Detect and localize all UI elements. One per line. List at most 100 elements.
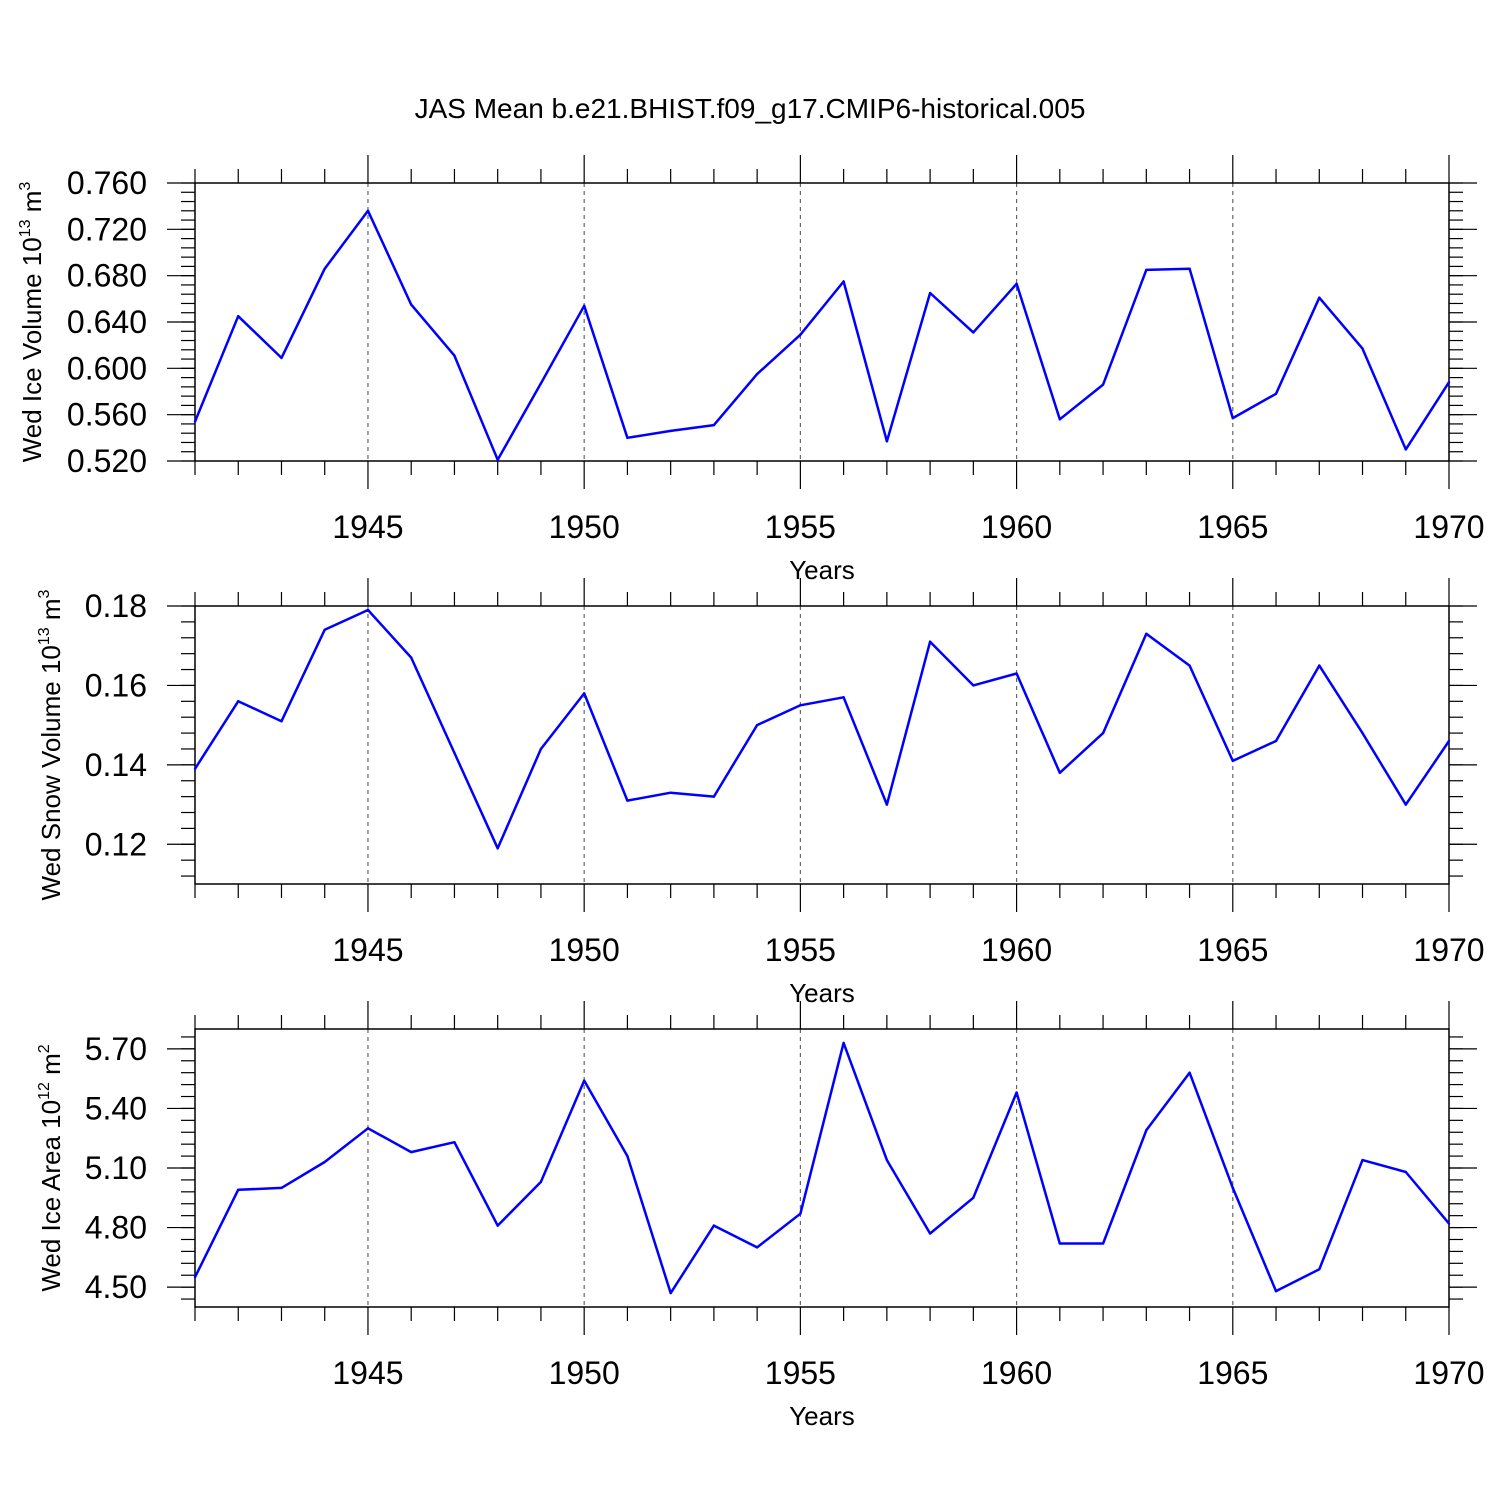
y-axis-title: Wed Ice Volume 1013 m3 (17, 182, 47, 463)
data-point (193, 767, 197, 771)
series-line (193, 209, 1451, 462)
data-point (496, 847, 499, 850)
data-point (237, 1188, 240, 1192)
data-point (1101, 731, 1105, 735)
data-point (842, 696, 845, 699)
data-point (453, 354, 456, 357)
data-point (1015, 672, 1018, 675)
data-point (755, 1246, 759, 1249)
data-point (1145, 268, 1148, 272)
data-point (885, 440, 889, 443)
data-point (1058, 418, 1062, 421)
y-axis-title: Wed Ice Area 1012 m2 (36, 1044, 66, 1291)
y-tick-label: 0.560 (67, 397, 147, 433)
data-point (410, 1150, 413, 1154)
chart-title: JAS Mean b.e21.BHIST.f09_g17.CMIP6-histo… (415, 93, 1086, 124)
data-point (669, 1291, 672, 1295)
data-point (626, 799, 629, 802)
data-point (1101, 1242, 1105, 1245)
series-line (193, 608, 1451, 850)
data-point (410, 656, 413, 659)
x-tick-label: 1965 (1197, 509, 1268, 545)
y-axis-title-text: Wed Ice Volume 10 (17, 237, 47, 462)
panel-3: 4.50 4.80 5.10 5.40 5.70 1945 1950 1955 1960 1965… (36, 1001, 1485, 1431)
x-tick-label: 1965 (1197, 1355, 1268, 1391)
plot-frame (194, 605, 1450, 885)
y-axis-title-superscript: 13 (17, 219, 34, 237)
y-tick-label: 0.600 (67, 350, 147, 386)
data-point (366, 209, 370, 212)
data-point (1447, 739, 1451, 743)
data-point (1058, 1242, 1062, 1245)
data-point (280, 719, 283, 723)
data-point (1318, 296, 1321, 299)
y-tick-label: 0.640 (67, 304, 147, 340)
data-point (539, 1180, 543, 1184)
data-point (1361, 1158, 1364, 1162)
data-point (453, 1140, 456, 1144)
data-point (842, 1041, 845, 1045)
y-axis-title-text: m (17, 191, 47, 220)
data-point (972, 684, 975, 687)
data-point (582, 692, 586, 695)
plot-frame (194, 182, 1450, 462)
y-tick-label: 4.80 (85, 1210, 147, 1246)
y-axis-title: Wed Snow Volume 1013 m3 (36, 589, 66, 900)
data-point (842, 280, 845, 283)
x-tick-label: 1950 (549, 932, 620, 968)
data-point (972, 1196, 975, 1199)
y-axis-title-text: Wed Ice Area 10 (36, 1100, 66, 1292)
data-point (237, 315, 240, 318)
data-point (496, 1224, 499, 1227)
y-tick-label: 0.720 (67, 211, 147, 247)
data-point (1231, 759, 1234, 763)
data-point (410, 303, 413, 306)
panel-2: 0.12 0.14 0.16 0.18 1945 1950 1955 1960 1965 1970… (36, 578, 1485, 1008)
data-point (1274, 1289, 1278, 1293)
data-point (1404, 1170, 1407, 1174)
data-point (1015, 282, 1018, 285)
x-tick-label: 1960 (981, 932, 1052, 968)
data-point (1447, 381, 1451, 384)
data-point (712, 795, 716, 798)
data-point (366, 608, 370, 612)
data-point (539, 747, 543, 751)
y-axis-title-text: Wed Snow Volume 10 (36, 645, 66, 900)
data-point (1318, 664, 1321, 667)
y-tick-label: 0.520 (67, 443, 147, 479)
data-point (1058, 771, 1062, 774)
data-point (453, 751, 456, 755)
data-point (193, 420, 197, 423)
x-tick-label: 1955 (765, 1355, 836, 1391)
y-axis-title-superscript: 3 (17, 182, 34, 191)
data-point (669, 791, 672, 794)
data-point (1101, 383, 1105, 386)
data-point (1145, 1129, 1148, 1132)
data-point (712, 423, 716, 427)
data-point (1361, 347, 1364, 350)
data-point (1188, 664, 1191, 667)
x-tick-label: 1955 (765, 509, 836, 545)
plot-frame (194, 1028, 1450, 1308)
y-axis-title-text: m (36, 1053, 66, 1082)
data-point (280, 356, 283, 360)
data-point (323, 628, 326, 632)
y-tick-label: 0.760 (67, 165, 147, 201)
panel-1: 0.520 0.560 0.600 0.640 0.680 0.720 0.760 1945 1… (17, 155, 1485, 585)
data-point (712, 1224, 716, 1227)
data-point (237, 700, 240, 703)
data-point (323, 1160, 326, 1164)
data-point (1231, 1186, 1234, 1190)
series-line (193, 1041, 1450, 1295)
y-tick-label: 4.50 (85, 1269, 147, 1305)
data-point (1361, 731, 1364, 735)
data-point (366, 1127, 370, 1130)
data-point (280, 1186, 283, 1190)
data-point (626, 1154, 629, 1158)
data-point (928, 291, 932, 295)
y-tick-label: 0.680 (67, 258, 147, 294)
data-point (496, 458, 499, 462)
data-point (1231, 416, 1234, 420)
data-point (626, 436, 629, 440)
